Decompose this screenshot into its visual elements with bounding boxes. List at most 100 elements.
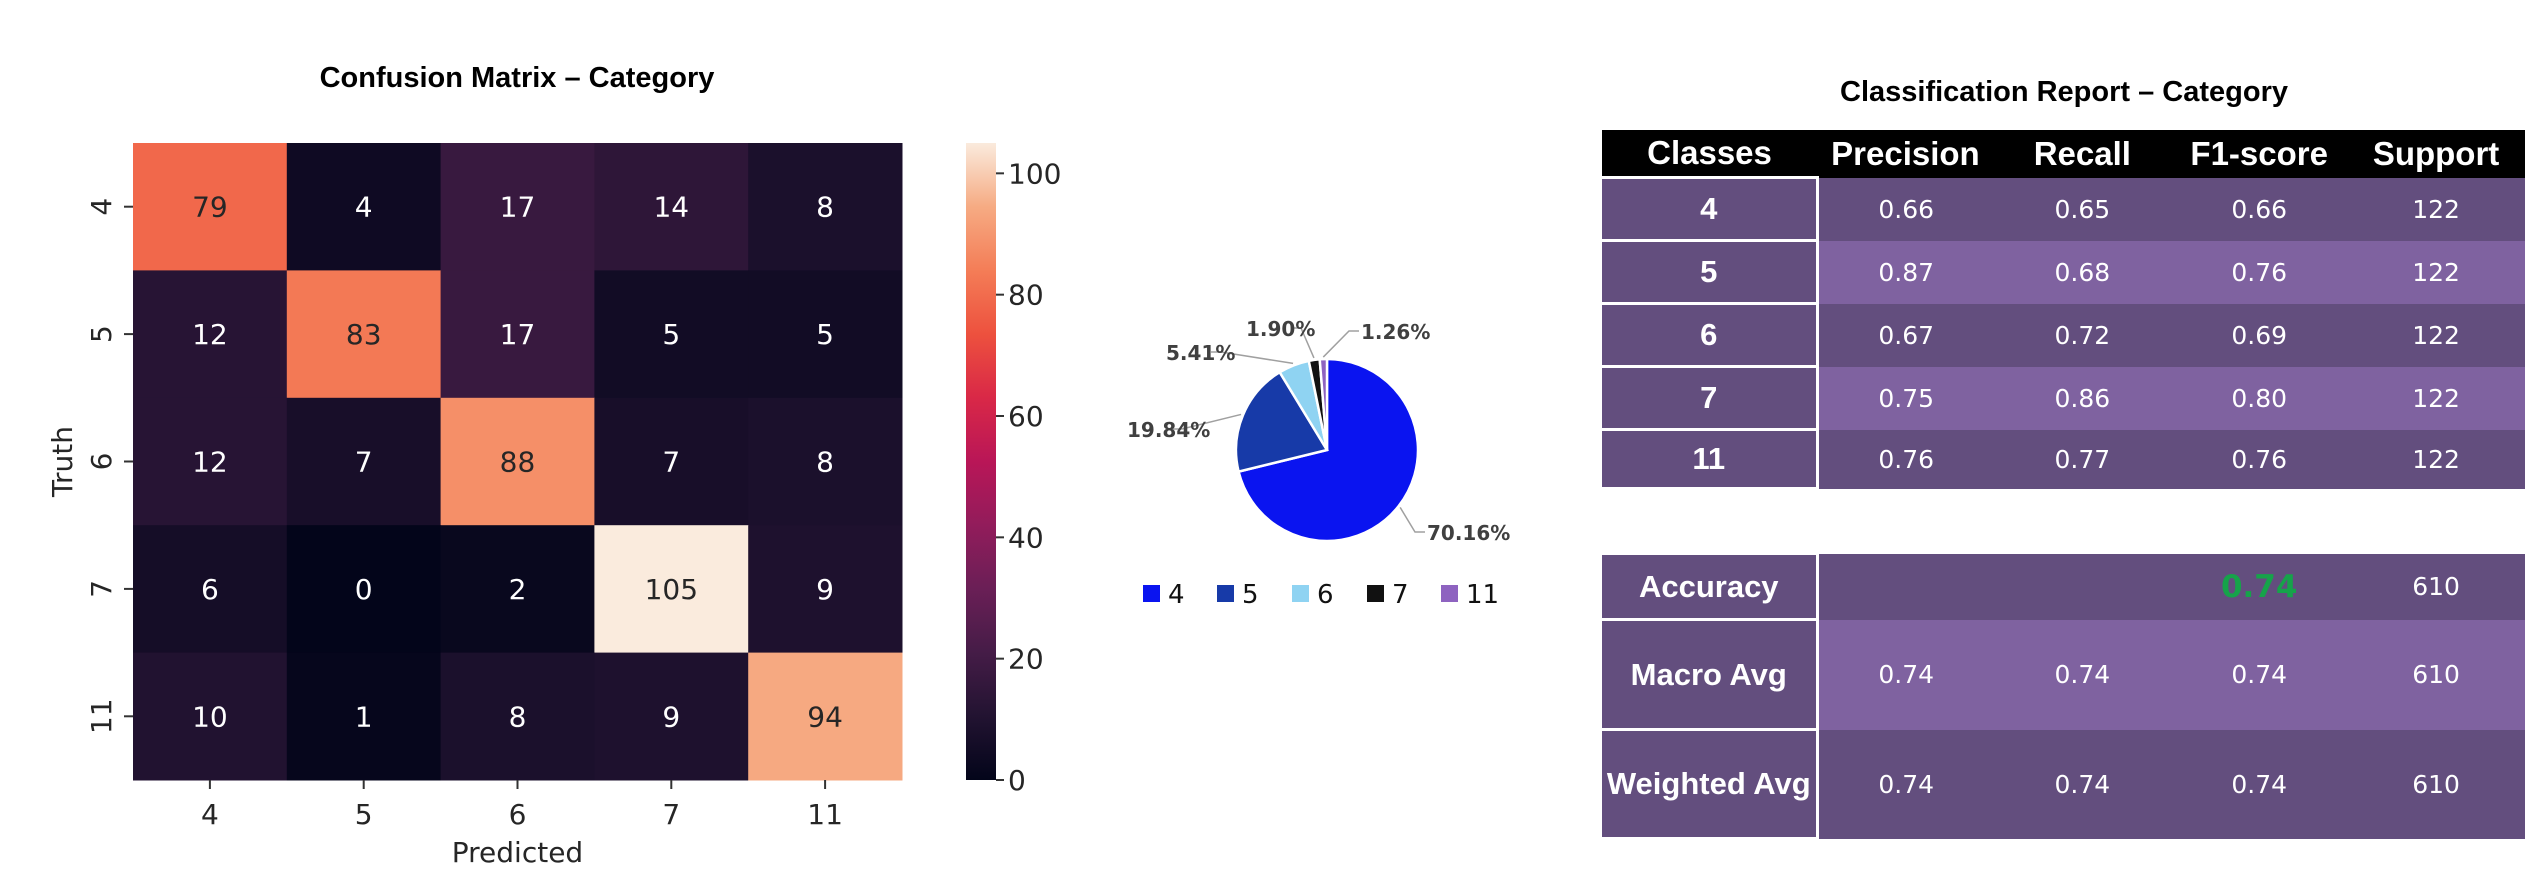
heatmap-cell	[133, 270, 288, 399]
confusion-matrix-heatmap: 79 4 17 14 812 83 17 5 512 7 88 7 86 0 2 105 910 1 8 9 944 5 6…	[46, 143, 1061, 869]
accuracy-label: Accuracy	[1602, 552, 1819, 621]
cell-recall: 0.77	[1993, 429, 2171, 489]
heatmap-cell	[133, 525, 288, 654]
classification-report-title: Classification Report – Category	[1840, 76, 2288, 108]
macro-recall: 0.74	[1993, 619, 2171, 730]
colorbar-tick-label: 80	[1008, 279, 1044, 312]
x-tick-label: 7	[662, 798, 680, 831]
legend-swatch-5	[1217, 585, 1234, 602]
x-tick-label: 4	[201, 798, 219, 831]
legend-label: 5	[1242, 580, 1259, 610]
y-axis-label: Truth	[46, 426, 79, 498]
heatmap-cell-value: 8	[509, 700, 527, 733]
heatmap-cell	[440, 652, 595, 781]
heatmap-cell	[133, 652, 288, 781]
colorbar-tick-label: 100	[1008, 157, 1061, 190]
cell-f1: 0.69	[2170, 303, 2348, 367]
heatmap-cell	[440, 397, 595, 526]
legend-label: 7	[1392, 580, 1409, 610]
heatmap-cell	[594, 397, 749, 526]
pie-data-label: 19.84%	[1127, 418, 1210, 442]
cell-precision: 0.66	[1817, 177, 1994, 241]
pie-data-label: 70.16%	[1427, 521, 1510, 545]
cell-recall: 0.68	[1993, 240, 2171, 304]
heatmap-cell-value: 2	[509, 573, 527, 606]
weighted-f1: 0.74	[2170, 729, 2348, 839]
weighted-recall: 0.74	[1993, 729, 2171, 839]
heatmap-cell-value: 8	[816, 446, 834, 479]
cell-support: 122	[2347, 366, 2525, 430]
pie-slice-11	[1318, 357, 1329, 451]
heatmap-cell	[594, 525, 749, 654]
y-tick-label: 5	[85, 325, 118, 343]
heatmap-cell	[594, 143, 749, 271]
cell-class: 4	[1602, 176, 1819, 242]
pie-slice-5	[1234, 370, 1329, 474]
legend-swatch-6	[1292, 585, 1309, 602]
heatmap-cell	[440, 270, 595, 399]
heatmap-cell-value: 14	[653, 191, 689, 224]
cell-f1: 0.66	[2170, 177, 2348, 241]
weighted-avg-label: Weighted Avg	[1602, 728, 1819, 840]
legend-label: 6	[1317, 580, 1334, 610]
heatmap-cell-value: 83	[346, 318, 382, 351]
table-row: 4 0.66 0.65 0.66 122	[1602, 176, 2525, 242]
colorbar-tick-label: 0	[1008, 764, 1026, 797]
heatmap-cell	[133, 397, 288, 526]
classification-summary-table: Accuracy 0.74 610 Macro Avg 0.74 0.74 0.…	[1602, 552, 2526, 840]
x-tick-label: 6	[509, 798, 527, 831]
heatmap-cell	[748, 652, 903, 781]
header-precision: Precision	[1817, 130, 1994, 178]
cell-support: 122	[2347, 429, 2525, 489]
heatmap-cell-value: 12	[192, 318, 228, 351]
pie-data-label: 5.41%	[1166, 341, 1235, 365]
heatmap-cell-value: 105	[645, 573, 698, 606]
legend-label: 11	[1466, 580, 1499, 610]
x-tick-label: 5	[355, 798, 373, 831]
heatmap-cell	[594, 270, 749, 399]
cell-recall: 0.72	[1993, 303, 2171, 367]
weighted-precision: 0.74	[1817, 729, 1994, 839]
table-row: 6 0.67 0.72 0.69 122	[1602, 302, 2525, 368]
cell-support: 122	[2347, 303, 2525, 367]
heatmap-cell-value: 7	[662, 446, 680, 479]
heatmap-cell	[748, 143, 903, 271]
cell-support: 122	[2347, 177, 2525, 241]
cell-recall: 0.86	[1993, 366, 2171, 430]
cell-f1: 0.76	[2170, 240, 2348, 304]
heatmap-cell	[748, 397, 903, 526]
pie-leader-line	[1172, 413, 1242, 430]
heatmap-cell	[594, 652, 749, 781]
y-tick-label: 11	[85, 698, 118, 734]
cell-precision: 0.75	[1817, 366, 1994, 430]
heatmap-cell-value: 8	[816, 191, 834, 224]
cell-precision: 0.67	[1817, 303, 1994, 367]
legend-swatch-11	[1441, 585, 1458, 602]
y-tick-label: 6	[85, 453, 118, 471]
heatmap-cell-value: 5	[816, 318, 834, 351]
heatmap-cell-value: 12	[192, 446, 228, 479]
cell-f1: 0.80	[2170, 366, 2348, 430]
x-tick-label: 11	[807, 798, 843, 831]
pie-leader-line	[1211, 351, 1294, 365]
macro-support: 610	[2347, 619, 2525, 730]
pie-data-label: 1.90%	[1246, 317, 1315, 341]
heatmap-cell	[440, 143, 595, 271]
cell-recall: 0.65	[1993, 177, 2171, 241]
heatmap-cell	[286, 652, 442, 781]
macro-avg-label: Macro Avg	[1602, 618, 1819, 731]
heatmap-cell-value: 9	[662, 700, 680, 733]
heatmap-cell	[440, 525, 595, 654]
macro-precision: 0.74	[1817, 619, 1994, 730]
weighted-support: 610	[2347, 729, 2525, 839]
heatmap-cell-value: 17	[500, 318, 536, 351]
cell-precision: 0.87	[1817, 240, 1994, 304]
heatmap-cell-value: 7	[355, 446, 373, 479]
header-recall: Recall	[1993, 130, 2171, 178]
macro-f1: 0.74	[2170, 619, 2348, 730]
x-axis-label: Predicted	[452, 836, 583, 869]
accuracy-value: 0.74	[2170, 553, 2348, 620]
heatmap-cell-value: 88	[500, 446, 536, 479]
legend-swatch-7	[1367, 585, 1384, 602]
cell-support: 122	[2347, 240, 2525, 304]
